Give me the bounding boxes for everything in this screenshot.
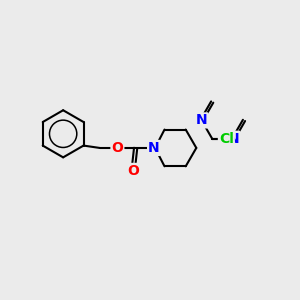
Text: N: N xyxy=(228,132,239,146)
Text: N: N xyxy=(148,141,160,155)
Text: O: O xyxy=(128,164,139,178)
Text: O: O xyxy=(112,141,123,155)
Text: N: N xyxy=(196,113,207,128)
Text: Cl: Cl xyxy=(219,132,234,146)
